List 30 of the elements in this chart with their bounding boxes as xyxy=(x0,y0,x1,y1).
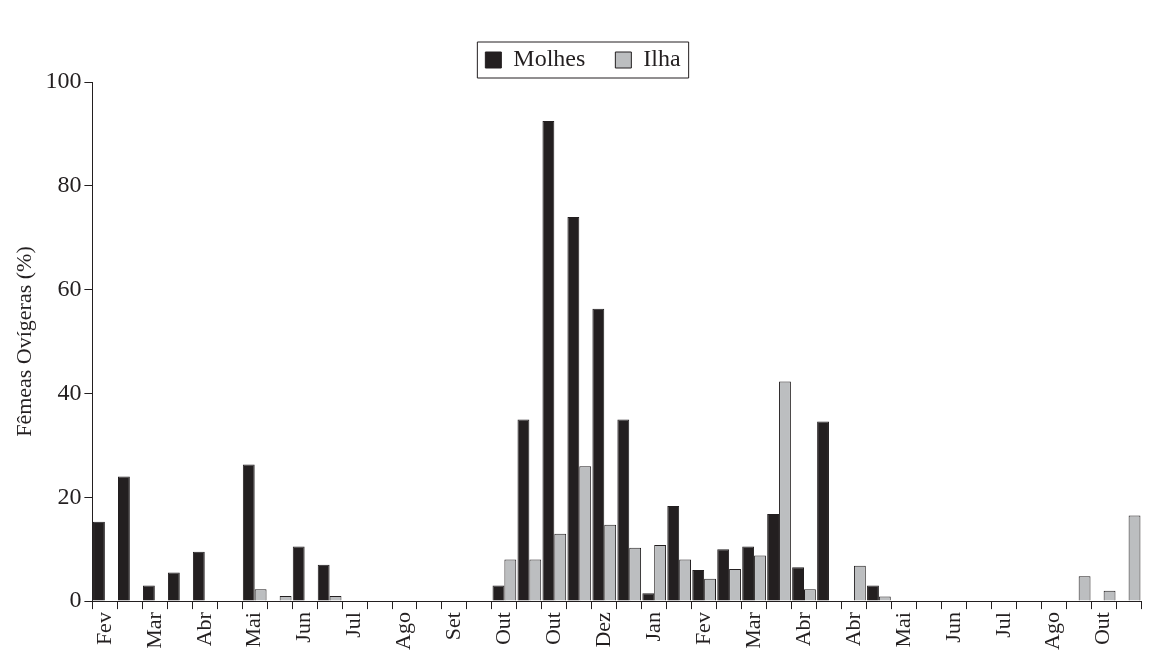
x-tick-label: Mai xyxy=(240,612,266,648)
x-tick-label: Out xyxy=(490,612,516,646)
x-tick-label: Mar xyxy=(140,611,166,649)
x-tick-label: Jul xyxy=(989,612,1015,638)
y-axis-title: Fêmeas Ovígeras (%) xyxy=(10,246,36,437)
x-tick-label: Jun xyxy=(290,612,316,643)
x-tick-label: Jun xyxy=(939,612,965,643)
x-tick-label: Abr xyxy=(789,611,815,647)
x-tick-label: Dez xyxy=(590,611,616,648)
x-tick-label: Fev xyxy=(689,612,715,646)
x-tick-label: Mai xyxy=(889,612,915,648)
y-tick-label: 60 xyxy=(57,274,82,301)
x-tick-label: Abr xyxy=(190,611,216,647)
x-tick-label: Fev xyxy=(90,612,116,646)
x-tick-label: Jul xyxy=(340,612,366,638)
x-tick-label: Out xyxy=(540,612,566,646)
x-tick-label: Mar xyxy=(739,611,765,649)
y-tick-label: 40 xyxy=(57,378,82,405)
x-tick-label: Out xyxy=(1089,612,1115,646)
x-tick-label: Abr xyxy=(839,611,865,647)
x-tick-label: Jan xyxy=(639,612,665,642)
legend-label: Molhes xyxy=(513,45,586,72)
x-tick-label: Set xyxy=(440,612,466,641)
y-tick-label: 80 xyxy=(57,171,82,198)
y-tick-label: 20 xyxy=(57,482,82,509)
y-tick-label: 0 xyxy=(69,586,82,613)
x-tick-label: Ago xyxy=(390,612,416,650)
y-tick-label: 100 xyxy=(45,67,82,94)
legend-label: Ilha xyxy=(643,45,681,72)
x-tick-label: Ago xyxy=(1039,612,1065,650)
